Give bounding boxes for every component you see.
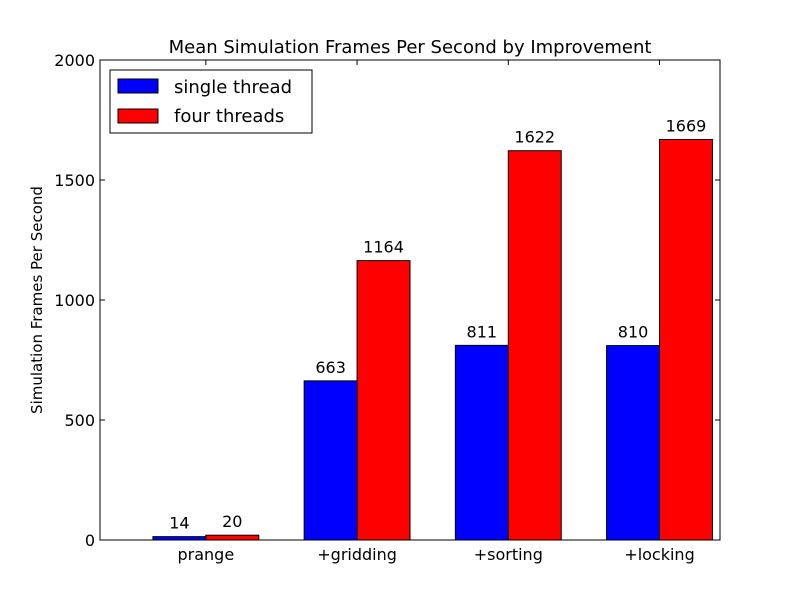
bar-four-threads-sorting	[507, 150, 562, 541]
y-tick-label: 1000	[54, 291, 95, 310]
legend-label-single-thread: single thread	[174, 77, 292, 98]
bar-four-threads-gridding	[356, 260, 411, 541]
y-axis-label: Simulation Frames Per Second	[28, 186, 46, 414]
x-tick-label: +locking	[624, 545, 694, 564]
x-tick-label: prange	[178, 545, 235, 564]
bar-single-thread-gridding	[303, 380, 358, 541]
data-label: 810	[618, 323, 649, 342]
data-label: 14	[169, 514, 189, 533]
data-label: 1164	[363, 238, 404, 257]
data-labels-layer: 14 663 811 810 20 1164 1622 1669	[169, 116, 706, 532]
bar-four-threads-prange	[205, 534, 260, 541]
y-tick-label: 0	[85, 531, 95, 550]
chart-title: Mean Simulation Frames Per Second by Imp…	[169, 37, 652, 58]
data-label: 811	[467, 322, 498, 341]
x-tick-label: +sorting	[474, 545, 543, 564]
bar-single-thread-locking	[606, 345, 661, 541]
legend-label-four-threads: four threads	[174, 106, 284, 127]
bar-single-thread-prange	[152, 536, 207, 541]
bar-four-threads-locking	[659, 138, 713, 541]
bars-layer	[152, 138, 713, 541]
y-tick-label: 500	[64, 411, 95, 430]
legend: single thread four threads	[109, 69, 313, 134]
axis-ticks-layer: 0 500 1000 1500 2000 prange +gridding +sorting +…	[54, 51, 720, 564]
data-label: 1622	[514, 128, 555, 147]
y-tick-label: 1500	[54, 171, 95, 190]
data-label: 1669	[666, 116, 707, 135]
data-label: 20	[222, 512, 242, 531]
data-label: 663	[315, 358, 346, 377]
legend-swatch-single-thread	[117, 78, 159, 94]
y-tick-label: 2000	[54, 51, 95, 70]
bar-single-thread-sorting	[454, 344, 509, 541]
legend-swatch-four-threads	[117, 108, 159, 124]
x-tick-label: +gridding	[317, 545, 397, 564]
